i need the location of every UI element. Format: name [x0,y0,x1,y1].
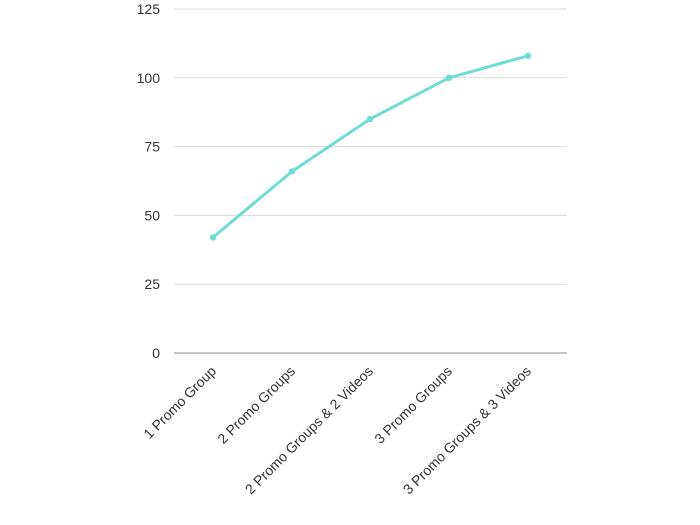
y-tick-label: 125 [137,1,161,17]
data-point [288,168,296,175]
x-tick-label: 2 Promo Groups [214,363,298,447]
series-layer [209,52,532,241]
y-axis-tick-labels: 0 25 50 75 100 125 [137,1,161,361]
x-tick-label: 3 Promo Groups [371,363,455,447]
data-point [445,74,453,82]
y-tick-label: 25 [144,276,160,292]
y-tick-label: 50 [144,207,160,223]
data-point [366,115,374,123]
y-tick-label: 100 [137,70,161,86]
y-tick-label: 75 [144,139,160,155]
data-point [524,52,532,59]
x-tick-label: 3 Promo Groups & 3 Videos [400,363,534,497]
x-tick-label: 2 Promo Groups & 2 Videos [242,363,376,497]
x-tick-label: 1 Promo Group [140,363,219,442]
data-point [209,234,217,241]
y-tick-label: 0 [152,345,160,361]
